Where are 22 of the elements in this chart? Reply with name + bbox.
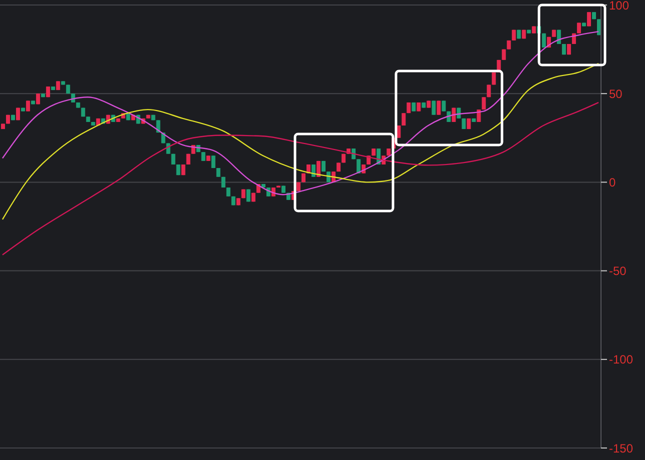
y-tick-label: 0 xyxy=(609,175,616,190)
y-tick-label: -100 xyxy=(609,352,634,367)
candlestick xyxy=(402,112,406,126)
candlestick xyxy=(586,12,591,27)
candlestick xyxy=(211,155,216,169)
line-series xyxy=(2,102,600,256)
candlestick xyxy=(486,84,491,98)
candlestick xyxy=(576,22,581,34)
candlestick xyxy=(476,109,481,122)
candlestick xyxy=(432,100,436,116)
candlestick xyxy=(482,96,486,110)
line-series xyxy=(2,62,600,220)
candlestick xyxy=(26,100,30,112)
line-series xyxy=(2,30,600,196)
y-tick-label: -50 xyxy=(609,264,627,278)
y-tick-label: 50 xyxy=(609,86,623,101)
y-tick-label: -150 xyxy=(609,441,634,456)
candlestick xyxy=(436,100,441,116)
candlestick xyxy=(316,160,321,178)
y-tick-label: 100 xyxy=(609,0,630,12)
candlestick xyxy=(442,100,446,112)
candlestick xyxy=(356,158,361,174)
